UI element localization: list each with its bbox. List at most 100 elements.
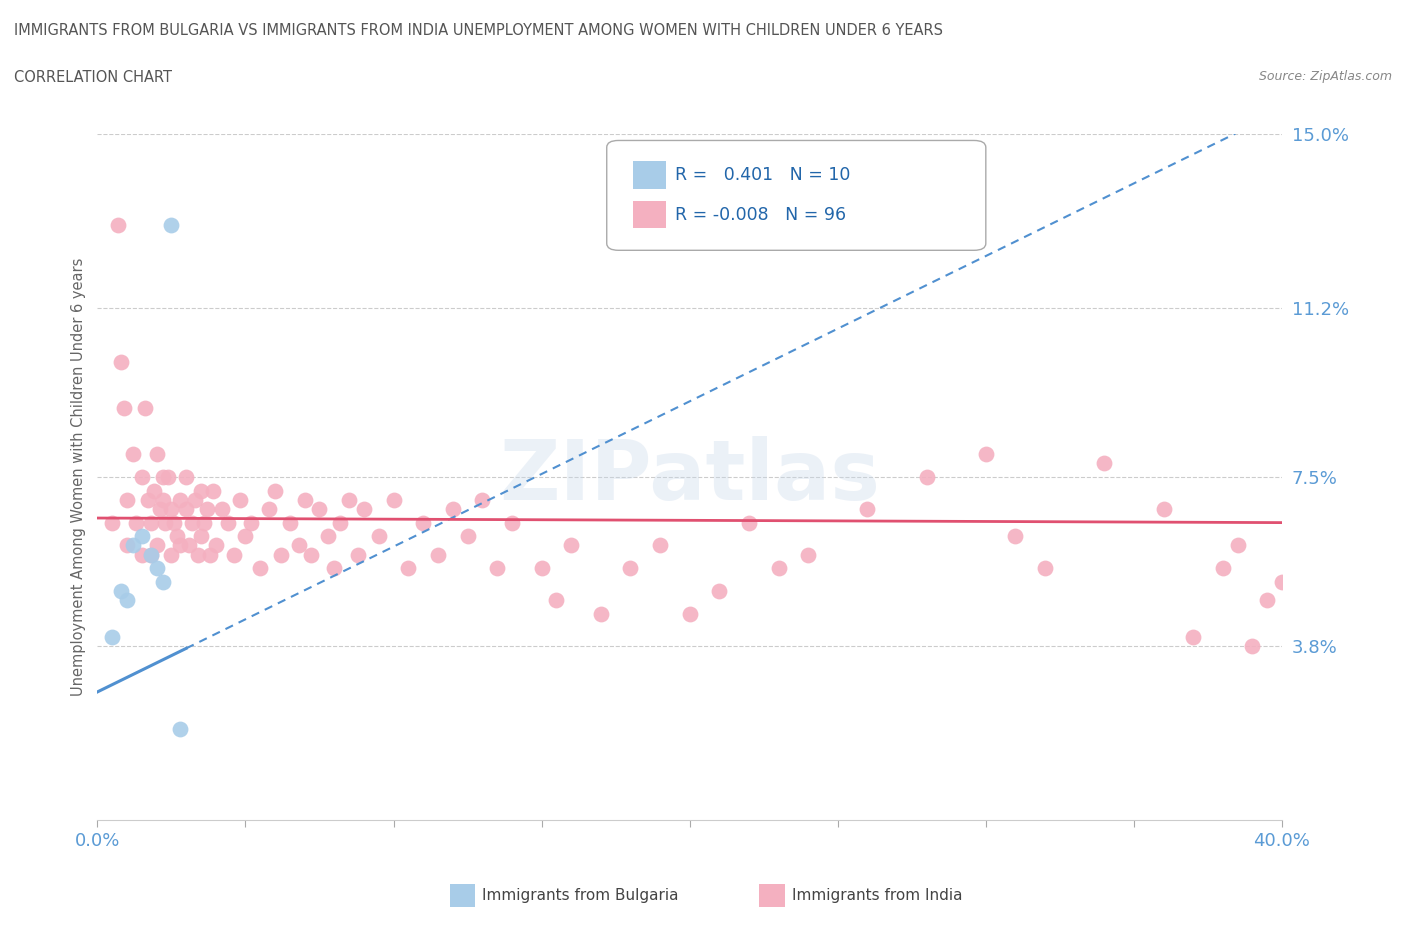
Point xyxy=(1092,456,1115,471)
Point xyxy=(155,515,177,530)
Point xyxy=(145,561,167,576)
Point xyxy=(1182,630,1205,644)
Point xyxy=(546,593,568,608)
Point xyxy=(308,501,330,516)
Point xyxy=(294,492,316,507)
Point xyxy=(152,575,174,590)
Point xyxy=(249,561,271,576)
Point xyxy=(152,492,174,507)
Point xyxy=(382,492,405,507)
Point xyxy=(134,401,156,416)
Point xyxy=(201,484,224,498)
Point xyxy=(679,606,702,621)
Point xyxy=(264,484,287,498)
Point xyxy=(122,538,145,553)
Point xyxy=(193,515,215,530)
Point xyxy=(974,446,997,461)
Point xyxy=(441,501,464,516)
Point xyxy=(278,515,301,530)
Point xyxy=(179,538,201,553)
Point xyxy=(299,547,322,562)
Point xyxy=(270,547,292,562)
Point xyxy=(228,492,250,507)
Point xyxy=(287,538,309,553)
Point xyxy=(471,492,494,507)
Point xyxy=(122,446,145,461)
Text: CORRELATION CHART: CORRELATION CHART xyxy=(14,70,172,85)
Point xyxy=(174,501,197,516)
Point xyxy=(110,584,132,599)
Point xyxy=(148,501,170,516)
Point xyxy=(101,630,124,644)
Point xyxy=(174,470,197,485)
FancyBboxPatch shape xyxy=(633,201,666,229)
Point xyxy=(198,547,221,562)
Point xyxy=(738,515,761,530)
Point xyxy=(169,721,191,736)
Point xyxy=(139,547,162,562)
Point xyxy=(1271,575,1294,590)
Text: Immigrants from India: Immigrants from India xyxy=(792,887,962,903)
Point xyxy=(560,538,582,553)
Point xyxy=(115,492,138,507)
Text: IMMIGRANTS FROM BULGARIA VS IMMIGRANTS FROM INDIA UNEMPLOYMENT AMONG WOMEN WITH : IMMIGRANTS FROM BULGARIA VS IMMIGRANTS F… xyxy=(14,23,943,38)
Point xyxy=(217,515,239,530)
Point xyxy=(131,547,153,562)
Point xyxy=(235,529,257,544)
Point xyxy=(337,492,360,507)
Point xyxy=(412,515,434,530)
Point xyxy=(136,492,159,507)
FancyBboxPatch shape xyxy=(607,140,986,250)
Point xyxy=(589,606,612,621)
Point xyxy=(1004,529,1026,544)
Point xyxy=(184,492,207,507)
Point xyxy=(709,584,731,599)
Point xyxy=(110,355,132,370)
Point xyxy=(257,501,280,516)
Point xyxy=(139,547,162,562)
Point xyxy=(347,547,370,562)
Point xyxy=(163,515,186,530)
Point xyxy=(115,593,138,608)
Point xyxy=(166,529,188,544)
Point xyxy=(157,470,180,485)
Point xyxy=(204,538,226,553)
Point xyxy=(1033,561,1056,576)
Point xyxy=(1153,501,1175,516)
Point xyxy=(190,484,212,498)
Point xyxy=(619,561,641,576)
Point xyxy=(367,529,389,544)
Point xyxy=(797,547,820,562)
Point xyxy=(353,501,375,516)
Text: R = -0.008   N = 96: R = -0.008 N = 96 xyxy=(675,206,846,223)
Point xyxy=(648,538,671,553)
Point xyxy=(426,547,449,562)
Point xyxy=(145,446,167,461)
Point xyxy=(323,561,346,576)
Point xyxy=(101,515,124,530)
Point xyxy=(160,501,183,516)
Point xyxy=(222,547,245,562)
Point xyxy=(112,401,135,416)
Point xyxy=(169,538,191,553)
Point xyxy=(131,529,153,544)
Point xyxy=(768,561,790,576)
Point xyxy=(1226,538,1249,553)
Point xyxy=(160,218,183,232)
Point xyxy=(329,515,352,530)
Point xyxy=(195,501,218,516)
Point xyxy=(1241,639,1264,654)
Point xyxy=(856,501,879,516)
Point xyxy=(396,561,419,576)
Point xyxy=(160,547,183,562)
Point xyxy=(169,492,191,507)
Text: ZIPatlas: ZIPatlas xyxy=(499,436,880,517)
Point xyxy=(107,218,129,232)
Point xyxy=(152,470,174,485)
Point xyxy=(1256,593,1278,608)
Point xyxy=(131,470,153,485)
Point xyxy=(139,515,162,530)
Point xyxy=(115,538,138,553)
Point xyxy=(1212,561,1234,576)
Point xyxy=(125,515,148,530)
